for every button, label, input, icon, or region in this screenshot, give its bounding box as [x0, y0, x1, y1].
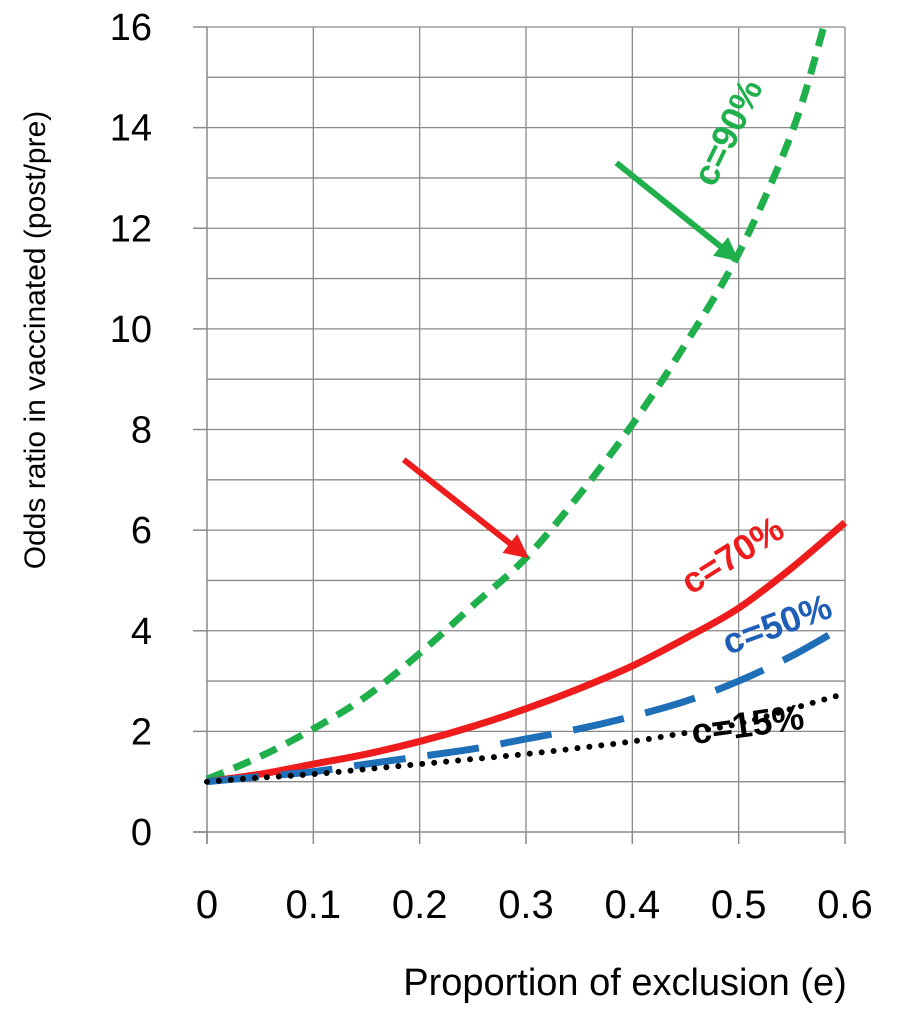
- series-line-c15: [204, 690, 848, 785]
- y-axis-title: Odds ratio in vaccinated (post/pre): [19, 111, 52, 570]
- x-tick-label: 0.3: [498, 883, 554, 927]
- y-tick-label: 8: [131, 410, 152, 452]
- y-tick-label: 6: [131, 510, 152, 552]
- y-tick-label: 2: [131, 711, 152, 753]
- series-label: c=15%: [689, 696, 807, 752]
- y-tick-label: 0: [131, 812, 152, 854]
- y-tick-label: 12: [110, 208, 152, 250]
- annotation-arrow: [401, 457, 529, 559]
- x-axis-title: Proportion of exclusion (e): [403, 962, 847, 1004]
- arrows: [401, 160, 740, 559]
- labels: c=90% c=70%c=50% c=15%: [673, 72, 837, 752]
- series-label: c=90%: [684, 72, 770, 192]
- y-tick-label: 4: [131, 611, 152, 653]
- x-tick-label: 0.1: [286, 883, 342, 927]
- series-line-c70: [206, 519, 848, 786]
- series-label: c=50%: [717, 585, 837, 662]
- x-tick-label: 0.4: [605, 883, 661, 927]
- x-tick-label: 0.2: [392, 883, 448, 927]
- y-tick-label: 16: [110, 7, 152, 49]
- x-tick-label: 0: [196, 883, 218, 927]
- y-tick-label: 10: [110, 309, 152, 351]
- axes: 0 2 4 6 8 10 12 14 16 0 0.1 0.2 0.3 0.4 0.5 0.6: [110, 7, 873, 927]
- y-tick-label: 14: [110, 108, 152, 150]
- x-tick-label: 0.5: [711, 883, 767, 927]
- series-label: c=70%: [673, 507, 791, 602]
- grid: [207, 26, 846, 832]
- annotation-arrow: [614, 160, 740, 262]
- series-line-c90: [205, 25, 828, 783]
- x-tick-label: 0.6: [817, 883, 873, 927]
- series: [204, 25, 848, 786]
